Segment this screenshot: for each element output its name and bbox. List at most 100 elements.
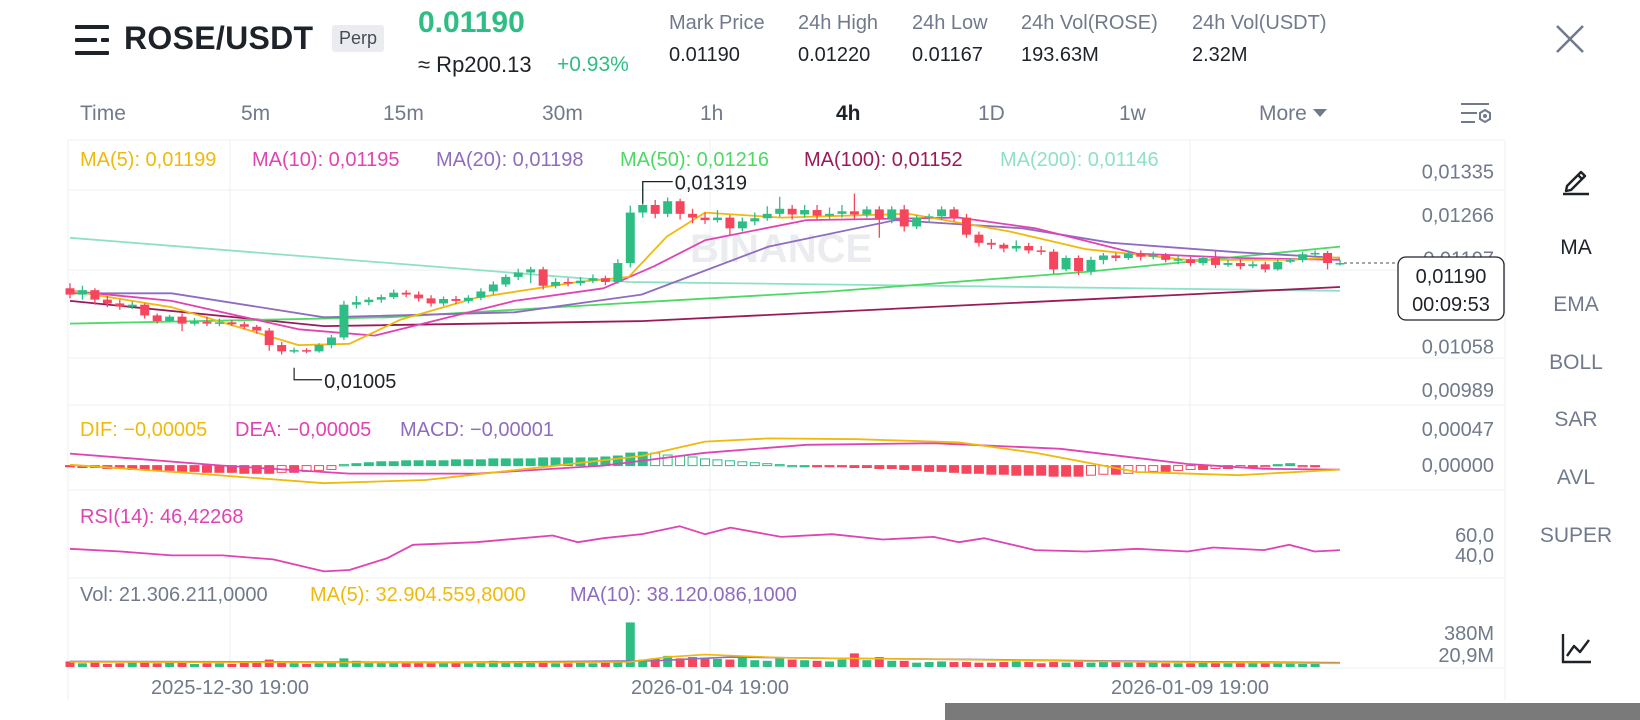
macd-histogram-bar [488,458,499,467]
volume-bar [376,662,386,667]
volume-bar [1024,662,1034,667]
candle-body [239,324,249,327]
volume-bar [563,663,573,667]
candle-body [1123,253,1133,258]
stat-label: 24h Vol(ROSE) [1021,12,1158,34]
timeframe-5m[interactable]: 5m [241,102,271,125]
volume-bar [364,662,374,667]
sidebar-item-avl[interactable]: AVL [1556,466,1596,489]
macd-histogram-bar [874,465,885,469]
candle-body [1061,257,1071,270]
candle-body [1098,255,1108,260]
ma200-line [69,236,1341,292]
volume-bar [289,663,299,667]
volume-bar [1248,663,1258,667]
candle [688,208,698,224]
macd-histogram-bar [1198,465,1209,470]
candle [451,295,461,305]
candle [949,206,959,222]
timeframe-1h[interactable]: 1h [700,102,724,125]
volume-bar [488,660,498,667]
candle [737,217,747,232]
sidebar-item-ma[interactable]: MA [1560,236,1592,259]
volume-bar [90,662,100,667]
low-price-label: 0,01005 [324,371,396,393]
candle [775,196,785,217]
volume-bar [1310,663,1320,667]
candle-body [700,217,710,221]
pencil-icon[interactable] [1559,162,1593,196]
volume-bar [526,662,536,667]
candle-body [1036,250,1046,252]
symbol-title[interactable]: ROSE/USDT [124,20,314,56]
close-icon[interactable] [1553,22,1587,56]
stat-mark-price: Mark Price 0.01190 [669,12,765,67]
volume-bar [675,658,685,667]
candle [551,278,561,289]
candle [625,205,635,268]
candle-body [376,297,386,300]
macd-histogram-bar [1073,465,1084,477]
macd-histogram-bar [289,465,300,473]
volume-bar [899,660,909,667]
volume-bar [924,662,934,667]
candle [812,204,822,221]
volume-bar [712,658,722,667]
candle-body [762,213,772,219]
sidebar-item-super[interactable]: SUPER [1539,524,1613,547]
macd-histogram-bar [724,460,735,467]
candle [1273,259,1283,271]
candle-body [190,321,199,324]
rsi-pane [69,525,1341,573]
candle-body [264,330,274,346]
candle [613,259,623,284]
line-chart-icon[interactable] [1559,632,1593,666]
chart-settings-icon[interactable] [1459,100,1493,130]
volume-bar [837,659,847,667]
volume-bar [974,662,984,667]
candle-body [152,315,162,322]
candle [1098,252,1108,265]
candle [700,212,710,224]
time-tick-label: 2026-01-09 19:00 [1111,677,1269,699]
macd-histogram-bar [1023,465,1034,476]
candle-body [401,292,411,295]
macd-histogram-bar [787,465,798,468]
timeframe-1w[interactable]: 1w [1119,102,1146,125]
timeframe-4h[interactable]: 4h [836,102,861,125]
volume-bar [700,657,710,667]
sidebar-item-boll[interactable]: BOLL [1549,351,1603,374]
candle [725,215,735,235]
candle [1111,252,1121,262]
timeframe-15m[interactable]: 15m [383,102,424,125]
timeframe-more-dropdown[interactable]: More [1259,102,1327,126]
scroll-bar[interactable] [945,703,1640,720]
low-marker [293,367,323,381]
sidebar-item-sar[interactable]: SAR [1554,408,1598,431]
macd-histogram-bar [949,465,960,473]
candle [339,300,349,341]
macd-histogram-bar [886,465,897,469]
timeframe-time[interactable]: Time [80,102,126,125]
candle [874,206,884,238]
header: ROSE/USDT Perp 0.01190 ≈ Rp200.13 +0.93%… [0,0,1640,90]
candle-body [1111,255,1121,258]
sidebar-item-ema[interactable]: EMA [1553,293,1599,316]
candle-body [77,290,87,295]
volume-bar [1235,663,1245,667]
volume-bar [1036,663,1046,667]
volume-bar [1161,663,1171,667]
timeframe-30m[interactable]: 30m [542,102,583,125]
menu-icon[interactable] [75,25,109,55]
candle [1036,246,1046,255]
candle-body [314,345,324,352]
price-tick-label: 0,00989 [1422,380,1494,402]
volume-bar [576,662,585,667]
macd-histogram-bar [450,459,461,467]
volume-bar [775,657,785,667]
timeframe-1d[interactable]: 1D [978,102,1005,125]
macd-histogram-bar [861,465,872,469]
volume-bar [874,657,884,667]
candle [252,324,262,334]
